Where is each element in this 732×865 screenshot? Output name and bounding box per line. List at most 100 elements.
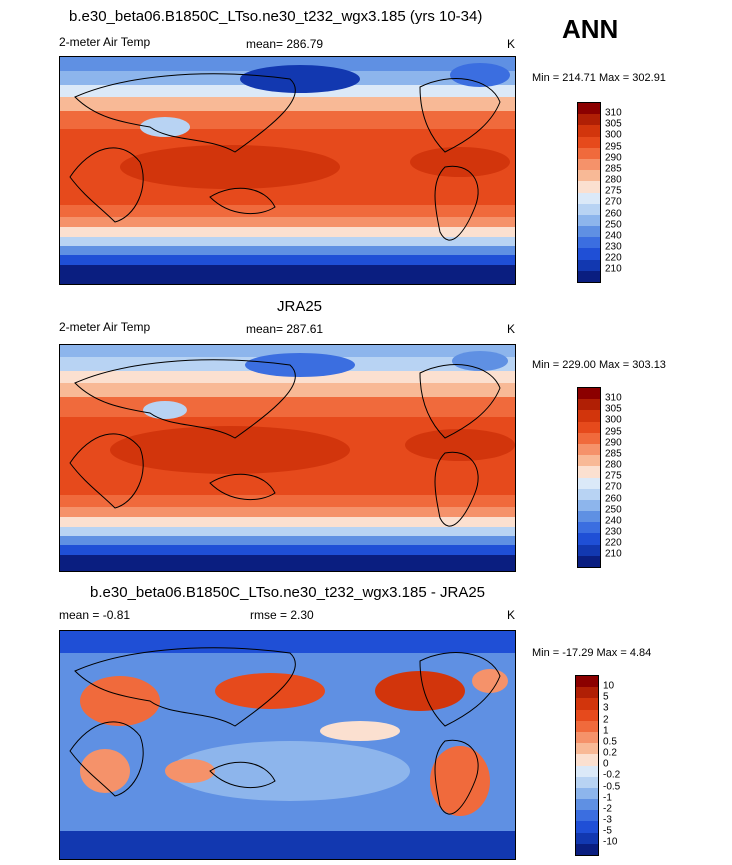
colorbar-swatch bbox=[578, 203, 600, 215]
panel1-tick: 295 bbox=[605, 141, 622, 153]
panel1-tick: 240 bbox=[605, 230, 622, 242]
colorbar-swatch bbox=[578, 488, 600, 500]
panel2-units-label: K bbox=[507, 322, 516, 336]
panel3-rmse-label: rmse = 2.30 bbox=[250, 608, 314, 622]
colorbar-swatch bbox=[578, 522, 600, 534]
panel1-tick: 300 bbox=[605, 129, 622, 141]
panel2-minmax: Min = 229.00 Max = 303.13 bbox=[532, 359, 666, 371]
colorbar-swatch bbox=[578, 511, 600, 523]
panel3-tick: -0.5 bbox=[603, 781, 621, 793]
colorbar-swatch bbox=[576, 754, 598, 766]
panel2-tick: 260 bbox=[605, 493, 622, 505]
panel3-tick: 2 bbox=[603, 714, 609, 726]
colorbar-swatch bbox=[576, 787, 598, 800]
colorbar-swatch bbox=[578, 103, 600, 115]
panel2-tick: 270 bbox=[605, 481, 622, 493]
colorbar-swatch bbox=[576, 810, 598, 822]
colorbar-swatch bbox=[578, 399, 600, 411]
panel2-title: JRA25 bbox=[277, 298, 323, 315]
panel1-variable-label: 2-meter Air Temp bbox=[59, 35, 151, 49]
panel2-tick: 290 bbox=[605, 437, 622, 449]
colorbar-swatch bbox=[578, 170, 600, 182]
colorbar-swatch bbox=[576, 709, 598, 721]
colorbar-swatch bbox=[578, 466, 600, 478]
panel3-tick: -2 bbox=[603, 803, 612, 815]
panel3-tick: -3 bbox=[603, 814, 612, 826]
colorbar-swatch bbox=[578, 443, 600, 456]
colorbar-swatch bbox=[576, 832, 598, 844]
season-label: ANN bbox=[562, 14, 619, 44]
colorbar-swatch bbox=[576, 799, 598, 811]
panel3-units-label: K bbox=[507, 608, 516, 622]
colorbar-swatch bbox=[576, 743, 598, 755]
colorbar-swatch bbox=[578, 410, 600, 422]
panel1-units-label: K bbox=[507, 37, 516, 51]
colorbar-swatch bbox=[578, 544, 600, 556]
panel3-tick: 0.2 bbox=[603, 747, 617, 759]
colorbar-swatch bbox=[578, 114, 600, 126]
colorbar-swatch bbox=[578, 555, 600, 567]
colorbar-swatch bbox=[578, 237, 600, 249]
colorbar-swatch bbox=[576, 720, 598, 732]
panel2-tick: 280 bbox=[605, 459, 622, 471]
panel3-tick: 0 bbox=[603, 758, 609, 770]
colorbar-swatch bbox=[578, 270, 600, 282]
colorbar-swatch bbox=[578, 259, 600, 271]
colorbar-swatch bbox=[578, 388, 600, 400]
panel3-mean-label: mean = -0.81 bbox=[59, 608, 131, 622]
colorbar-swatch bbox=[576, 731, 598, 744]
panel3-colorbar bbox=[575, 675, 599, 856]
panel2-map bbox=[59, 344, 516, 572]
panel1-mean-label: mean= 286.79 bbox=[246, 37, 324, 51]
panel3-tick: -5 bbox=[603, 825, 612, 837]
panel3-tick: 3 bbox=[603, 702, 609, 714]
panel2-tick: 310 bbox=[605, 392, 622, 404]
panel1-tick: 210 bbox=[605, 263, 622, 275]
colorbar-swatch bbox=[578, 248, 600, 260]
panel3-tick: -0.2 bbox=[603, 769, 621, 781]
panel1-tick: 290 bbox=[605, 152, 622, 164]
colorbar-swatch bbox=[576, 843, 598, 855]
colorbar-swatch bbox=[578, 158, 600, 171]
colorbar-swatch bbox=[578, 136, 600, 148]
colorbar-swatch bbox=[578, 125, 600, 137]
panel1-tick: 250 bbox=[605, 219, 622, 231]
panel1-tick: 220 bbox=[605, 252, 622, 264]
panel1-tick: 275 bbox=[605, 185, 622, 197]
colorbar-swatch bbox=[576, 765, 598, 777]
panel2-mean-label: mean= 287.61 bbox=[246, 322, 324, 336]
panel1-tick: 305 bbox=[605, 118, 622, 130]
panel1-tick: 260 bbox=[605, 208, 622, 220]
colorbar-swatch bbox=[578, 192, 600, 204]
colorbar-swatch bbox=[578, 533, 600, 545]
panel2-tick: 305 bbox=[605, 403, 622, 415]
panel3-minmax: Min = -17.29 Max = 4.84 bbox=[532, 647, 652, 659]
panel2-tick: 300 bbox=[605, 414, 622, 426]
panel2-tick: 295 bbox=[605, 426, 622, 438]
panel2-tick: 240 bbox=[605, 515, 622, 527]
panel2-tick: 285 bbox=[605, 448, 622, 460]
panel1-tick: 310 bbox=[605, 107, 622, 119]
panel1-minmax: Min = 214.71 Max = 302.91 bbox=[532, 72, 666, 84]
panel2-tick: 230 bbox=[605, 526, 622, 538]
panel3-tick: 0.5 bbox=[603, 736, 617, 748]
colorbar-swatch bbox=[578, 214, 600, 227]
colorbar-swatch bbox=[578, 455, 600, 467]
panel1-tick: 285 bbox=[605, 163, 622, 175]
panel2-tick: 275 bbox=[605, 470, 622, 482]
colorbar-swatch bbox=[576, 698, 598, 710]
colorbar-swatch bbox=[578, 226, 600, 238]
colorbar-swatch bbox=[578, 432, 600, 444]
colorbar-swatch bbox=[576, 687, 598, 699]
panel1-map bbox=[59, 56, 516, 285]
panel3-map bbox=[59, 630, 516, 860]
colorbar-swatch bbox=[578, 147, 600, 159]
panel1-colorbar bbox=[577, 102, 601, 283]
panel3-tick: 1 bbox=[603, 725, 609, 737]
colorbar-swatch bbox=[578, 477, 600, 489]
panel1-title: b.e30_beta06.B1850C_LTso.ne30_t232_wgx3.… bbox=[69, 8, 483, 25]
panel1-tick: 270 bbox=[605, 196, 622, 208]
panel3-tick: -10 bbox=[603, 836, 618, 848]
panel2-tick: 250 bbox=[605, 504, 622, 516]
panel2-variable-label: 2-meter Air Temp bbox=[59, 320, 151, 334]
